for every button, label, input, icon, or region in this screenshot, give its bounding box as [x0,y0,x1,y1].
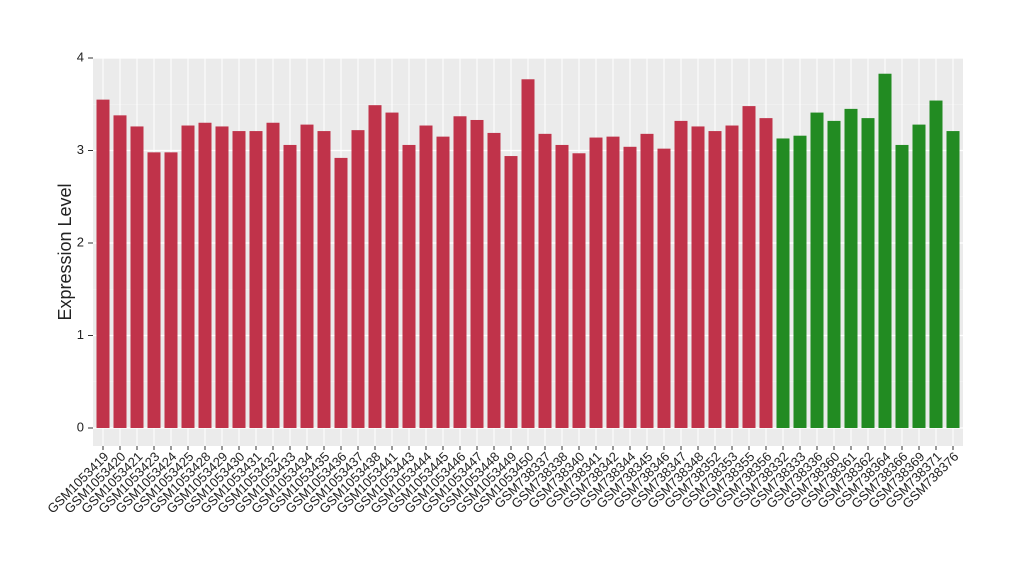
bar [249,131,263,428]
bar [640,133,654,428]
bar [776,138,790,428]
bar [436,136,450,428]
bar [725,125,739,429]
y-tick-label: 2 [77,234,84,249]
bar [419,125,433,429]
bar [232,131,246,428]
bar [504,156,518,429]
bar [878,73,892,428]
bar [759,118,773,428]
bar [589,137,603,429]
bar [861,118,875,428]
bar [147,152,161,428]
bar [895,144,909,428]
bar [929,100,943,429]
bar [657,148,671,428]
bar [742,106,756,428]
bar [351,130,365,428]
bar [266,122,280,428]
bar [113,115,127,428]
y-tick-label: 4 [77,49,84,64]
bar [708,131,722,428]
bar [470,119,484,428]
bar [844,108,858,428]
bar [521,79,535,429]
y-axis-label: Expression Level [55,183,75,320]
bar [385,112,399,428]
y-tick-label: 0 [77,419,84,434]
bar [606,136,620,428]
bar [623,146,637,429]
bar [487,132,501,429]
bar [215,126,229,428]
bar [453,116,467,429]
bar [317,131,331,428]
bar [283,144,297,428]
bar [164,152,178,428]
bar [810,112,824,428]
bar [96,99,110,428]
bar [793,135,807,428]
bar [368,105,382,429]
bar [691,126,705,428]
bar [555,144,569,428]
bar [130,126,144,428]
bar [674,120,688,429]
bar [912,124,926,428]
y-tick-label: 1 [77,327,84,342]
bar [300,124,314,428]
bar [402,144,416,428]
y-tick-label: 3 [77,142,84,157]
bar [572,153,586,428]
bar [181,125,195,429]
bar [334,157,348,428]
bar [538,133,552,428]
bar [198,122,212,428]
bar [827,120,841,429]
bar [946,131,960,428]
